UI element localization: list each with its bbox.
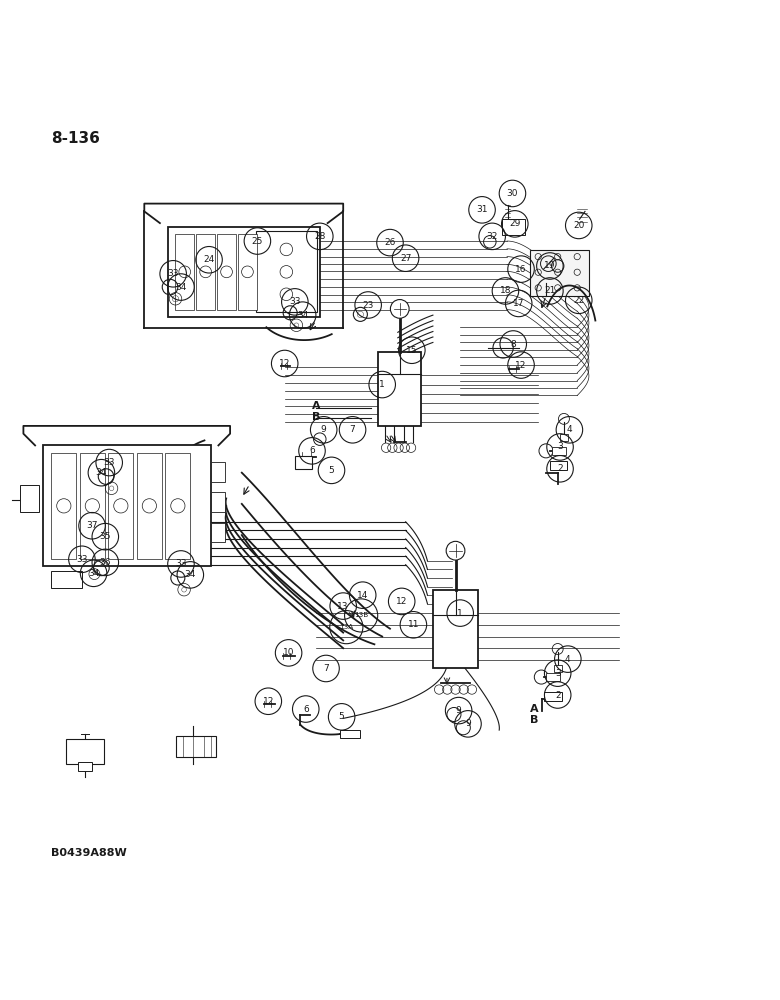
Bar bbox=[20, 485, 39, 512]
Text: 1: 1 bbox=[379, 380, 385, 389]
Bar bbox=[217, 234, 236, 310]
Circle shape bbox=[390, 300, 409, 318]
Text: B: B bbox=[530, 715, 539, 725]
Text: 33: 33 bbox=[289, 297, 300, 306]
Bar bbox=[165, 453, 190, 559]
Bar bbox=[176, 736, 216, 757]
Text: 31: 31 bbox=[477, 205, 488, 214]
Bar bbox=[433, 590, 478, 668]
Bar bbox=[378, 352, 421, 426]
Bar bbox=[560, 434, 568, 441]
Text: 27: 27 bbox=[400, 254, 411, 263]
Text: 3: 3 bbox=[555, 669, 561, 678]
Text: A: A bbox=[530, 704, 539, 714]
Text: 34: 34 bbox=[176, 283, 186, 292]
Bar bbox=[211, 462, 225, 482]
Bar bbox=[554, 665, 562, 672]
Text: 8-136: 8-136 bbox=[51, 131, 100, 146]
Text: 2: 2 bbox=[557, 464, 563, 473]
Bar bbox=[51, 453, 76, 559]
Text: 29: 29 bbox=[509, 219, 520, 228]
Text: 25: 25 bbox=[252, 237, 263, 246]
Text: 20: 20 bbox=[573, 221, 584, 230]
Bar bbox=[546, 673, 560, 681]
Text: 2: 2 bbox=[555, 690, 561, 700]
Text: 12: 12 bbox=[263, 697, 274, 706]
Text: 34: 34 bbox=[96, 468, 107, 477]
Bar bbox=[211, 492, 225, 512]
Text: 33: 33 bbox=[168, 269, 179, 278]
Bar bbox=[238, 234, 257, 310]
Bar bbox=[43, 445, 211, 566]
Text: 4: 4 bbox=[566, 425, 573, 434]
Bar bbox=[550, 461, 567, 470]
Text: 21: 21 bbox=[544, 286, 555, 295]
Text: 37: 37 bbox=[87, 521, 98, 530]
Text: 22: 22 bbox=[573, 296, 584, 305]
Bar bbox=[168, 227, 320, 317]
Text: 13: 13 bbox=[338, 602, 349, 611]
Bar bbox=[136, 453, 162, 559]
Text: 33: 33 bbox=[76, 555, 87, 564]
Text: 28: 28 bbox=[314, 232, 325, 241]
Text: 13B: 13B bbox=[354, 612, 368, 618]
Bar bbox=[256, 231, 317, 312]
Text: B0439A88W: B0439A88W bbox=[51, 848, 126, 858]
Text: A: A bbox=[312, 401, 321, 411]
Text: 16: 16 bbox=[516, 265, 526, 274]
Text: 9: 9 bbox=[321, 425, 327, 434]
Text: 12: 12 bbox=[516, 361, 526, 370]
Bar bbox=[502, 219, 525, 235]
Text: 6: 6 bbox=[303, 705, 309, 714]
Text: 4: 4 bbox=[565, 655, 571, 664]
Text: 7: 7 bbox=[323, 664, 329, 673]
Text: 36: 36 bbox=[100, 558, 111, 567]
Text: B: B bbox=[312, 412, 321, 422]
Bar bbox=[211, 523, 225, 542]
Text: 34: 34 bbox=[88, 569, 99, 578]
Text: 17: 17 bbox=[513, 299, 524, 308]
Text: 3: 3 bbox=[557, 442, 563, 451]
Bar bbox=[80, 453, 105, 559]
Text: 33: 33 bbox=[176, 559, 186, 568]
Text: 12: 12 bbox=[396, 597, 407, 606]
Text: 24: 24 bbox=[204, 255, 215, 264]
Text: 32: 32 bbox=[487, 232, 498, 241]
Text: 1: 1 bbox=[457, 609, 463, 618]
Text: 23: 23 bbox=[363, 301, 374, 310]
Bar bbox=[51, 571, 82, 588]
Text: 7: 7 bbox=[349, 425, 356, 434]
Bar bbox=[78, 762, 92, 771]
Text: 30: 30 bbox=[507, 189, 518, 198]
Bar bbox=[176, 234, 194, 310]
Bar bbox=[66, 739, 104, 764]
Text: 5: 5 bbox=[328, 466, 335, 475]
Text: 34: 34 bbox=[185, 570, 196, 579]
Text: 19: 19 bbox=[544, 261, 555, 270]
Circle shape bbox=[446, 541, 465, 560]
Text: 18: 18 bbox=[500, 286, 511, 295]
Text: 26: 26 bbox=[385, 238, 395, 247]
Bar bbox=[197, 234, 215, 310]
Text: 35: 35 bbox=[100, 532, 111, 541]
Text: 33: 33 bbox=[104, 458, 115, 467]
Bar bbox=[295, 456, 312, 469]
Bar bbox=[552, 447, 566, 455]
Text: 14: 14 bbox=[357, 591, 368, 600]
Text: 34: 34 bbox=[297, 311, 308, 320]
Text: 12: 12 bbox=[279, 359, 290, 368]
Bar bbox=[530, 250, 589, 296]
Text: 8: 8 bbox=[510, 340, 516, 349]
Text: 9: 9 bbox=[456, 706, 462, 715]
Text: 13A: 13A bbox=[339, 624, 353, 630]
Bar bbox=[544, 692, 562, 701]
Bar bbox=[340, 730, 360, 738]
Text: 11: 11 bbox=[408, 620, 419, 629]
Text: 9: 9 bbox=[465, 719, 471, 728]
Text: 6: 6 bbox=[309, 446, 315, 455]
Bar bbox=[108, 453, 133, 559]
Text: 15: 15 bbox=[406, 346, 417, 355]
Text: 5: 5 bbox=[339, 712, 345, 721]
Text: 10: 10 bbox=[283, 648, 294, 657]
